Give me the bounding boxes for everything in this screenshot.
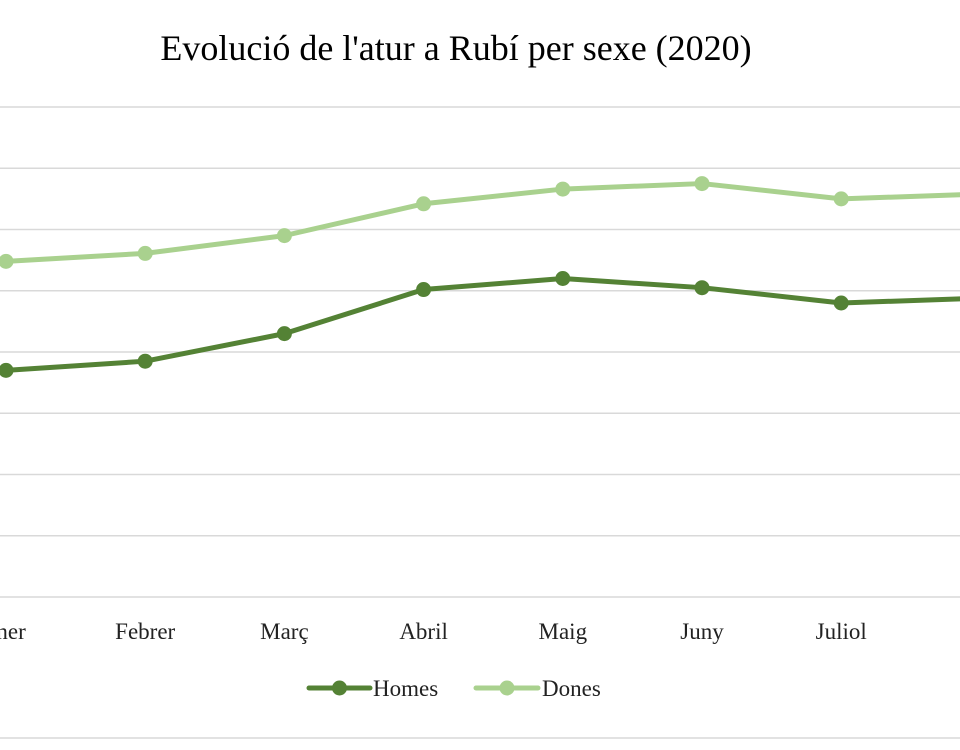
x-tick-label: Juny [680,619,724,644]
data-point [0,362,14,378]
data-point [137,353,153,369]
x-tick-label: Abril [399,619,448,644]
legend-item-homes: Homes [306,676,438,701]
data-point [0,253,14,269]
series-homes [0,271,960,378]
data-point [555,181,571,197]
series-dones [0,176,960,269]
x-tick-label: Març [260,619,309,644]
x-tick-label: Febrer [115,619,175,644]
data-point [276,228,292,244]
series-line [3,181,960,264]
data-point [276,326,292,342]
x-axis-labels: enerFebrerMarçAbrilMaigJunyJuliolA [0,619,867,644]
data-point [694,176,710,192]
legend-item-dones: Dones [473,676,601,701]
series-line [3,276,960,373]
x-tick-label: Juliol [816,619,867,644]
data-point [416,282,432,298]
data-point [555,271,571,286]
gridlines [0,106,960,598]
legend: Homes Dones [306,676,601,701]
data-point [416,196,432,212]
chart-title: Evolució de l'atur a Rubí per sexe (2020… [160,28,751,68]
data-point [833,295,849,311]
x-tick-label: ener [0,619,26,644]
data-point [137,245,153,261]
data-point [833,191,849,207]
legend-label: Dones [542,676,601,701]
series-layer [0,176,960,378]
x-tick-label: Maig [539,619,588,644]
legend-marker [499,680,515,696]
data-point [694,280,710,296]
legend-marker [332,680,347,696]
legend-label: Homes [373,676,438,701]
